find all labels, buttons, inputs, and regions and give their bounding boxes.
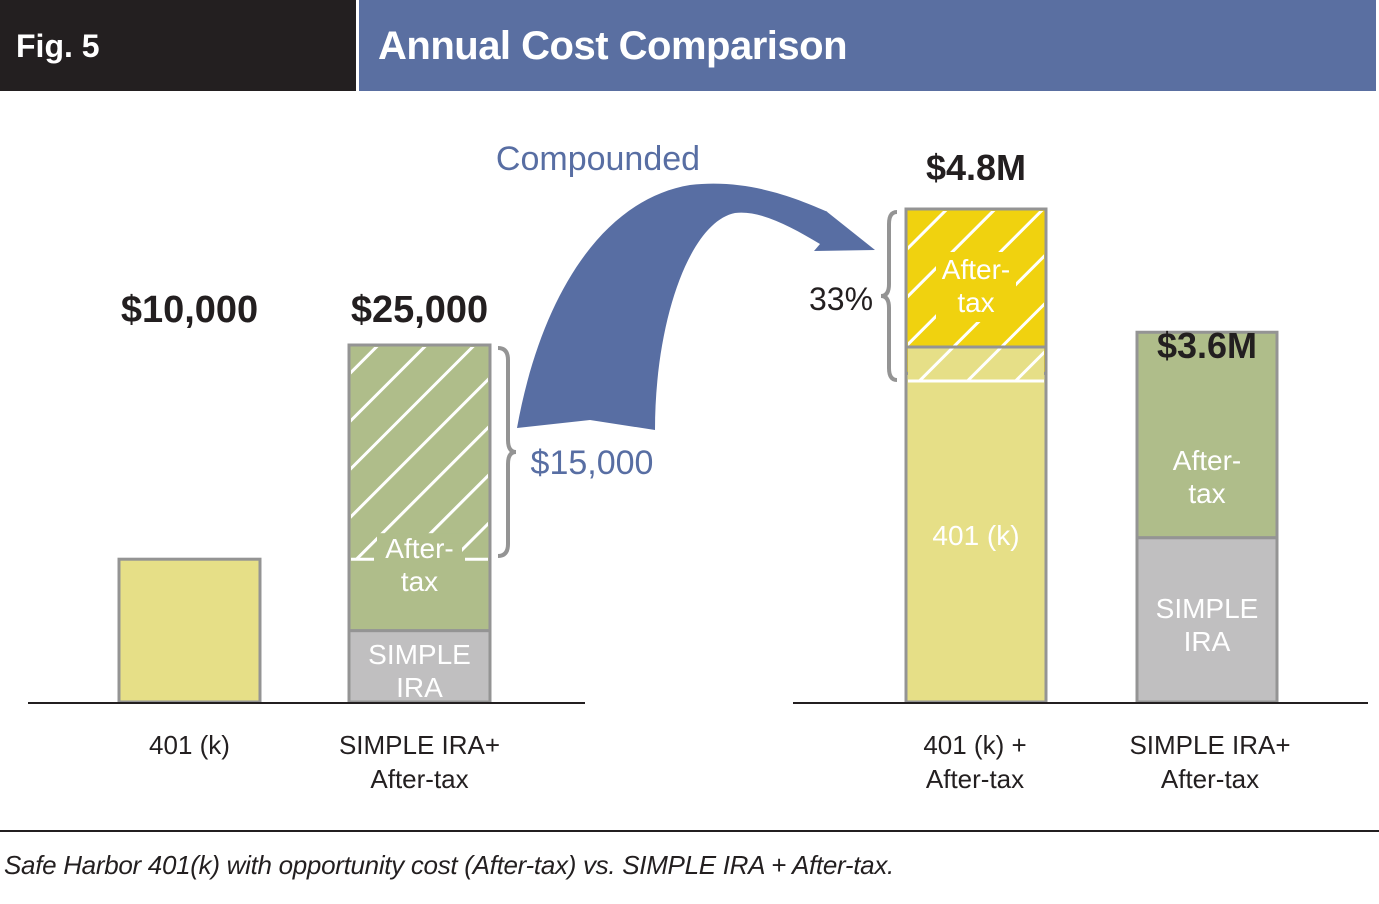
label-backdrop — [936, 252, 1016, 322]
hatch-overlay — [351, 347, 488, 560]
segment-label: After- — [942, 254, 1010, 285]
figure-label: Fig. 5 — [16, 28, 100, 64]
chart-title: Annual Cost Comparison — [378, 24, 848, 68]
category-label: 401 (k) — [149, 730, 230, 760]
bracket-label: $15,000 — [531, 444, 654, 482]
hatch-overlay — [908, 348, 1044, 380]
label-backdrop — [377, 533, 462, 594]
segment-label: tax — [1188, 478, 1225, 509]
category-label: SIMPLE IRA+ — [1129, 730, 1290, 760]
bracket — [497, 346, 517, 558]
title-bar — [359, 0, 1376, 91]
bar-segment — [117, 557, 262, 704]
segment-label: After- — [1173, 445, 1241, 476]
segment-label: IRA — [396, 672, 443, 703]
total-label: $25,000 — [351, 289, 488, 331]
total-label: $3.6M — [1157, 325, 1257, 366]
figure-caption: Safe Harbor 401(k) with opportunity cost… — [4, 850, 894, 880]
caption-divider — [0, 830, 1379, 832]
category-label: 401 (k) + — [923, 730, 1026, 760]
segment-label: 401 (k) — [932, 520, 1019, 551]
segment-label: IRA — [1184, 626, 1231, 657]
category-label: After-tax — [926, 764, 1024, 794]
total-label: $10,000 — [121, 289, 258, 331]
segment-label: SIMPLE — [368, 639, 471, 670]
segment-label: tax — [401, 566, 438, 597]
compounded-arrow-icon — [517, 183, 875, 430]
bar-segment — [1135, 330, 1279, 540]
bracket-label: 33% — [809, 281, 873, 317]
bracket — [880, 210, 898, 382]
category-label: After-tax — [1161, 764, 1259, 794]
segment-label: tax — [957, 287, 994, 318]
bar-segment — [1135, 536, 1279, 704]
segment-label: SIMPLE — [1156, 593, 1259, 624]
segment-label: After- — [385, 533, 453, 564]
category-label: SIMPLE IRA+ — [339, 730, 500, 760]
total-label: $4.8M — [926, 147, 1026, 188]
arrow-label: Compounded — [496, 140, 700, 178]
category-label: After-tax — [370, 764, 468, 794]
figure-label-bar — [0, 0, 356, 91]
bar-segment — [904, 371, 1048, 704]
